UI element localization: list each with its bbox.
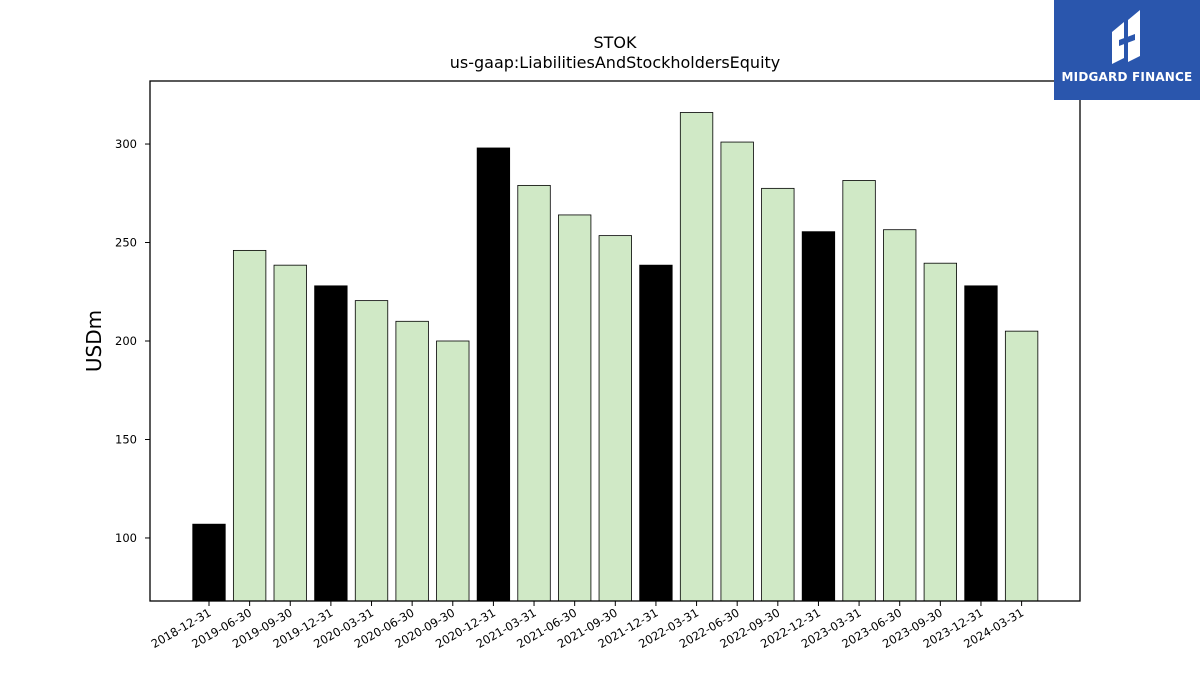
bar-2020-09-30	[436, 340, 470, 602]
y-axis-label: USDm	[82, 310, 106, 372]
bar-2021-09-30	[598, 235, 632, 602]
bar-2020-06-30	[395, 320, 429, 602]
bar-2022-03-31	[679, 112, 714, 602]
x-axis-ticks: 2018-12-312019-06-302019-09-302019-12-31…	[149, 601, 1026, 651]
bar-2023-03-31	[842, 180, 876, 602]
bar-2022-06-30	[720, 141, 754, 602]
bar-2021-06-30	[558, 214, 592, 602]
bar-2021-03-31	[517, 184, 551, 602]
logo-text: MIDGARD FINANCE	[1061, 70, 1193, 84]
bar-2023-12-31	[964, 285, 998, 602]
bar-2019-09-30	[273, 264, 307, 602]
midgard-logo: MIDGARD FINANCE	[1054, 0, 1200, 100]
bar-2023-09-30	[923, 262, 957, 602]
bar-2023-06-30	[883, 229, 917, 602]
chart-title: STOK	[593, 33, 637, 52]
y-axis-ticks: 100 150 200 250 300	[115, 137, 150, 545]
bar-2022-12-31	[801, 231, 836, 602]
bar-2024-03-31	[1004, 330, 1039, 602]
y-tick-label: 150	[115, 432, 137, 446]
bar-2019-12-31	[314, 285, 348, 602]
bar-2022-09-30	[761, 187, 795, 602]
plot-frame	[149, 80, 1081, 602]
bar-2020-12-31	[476, 147, 511, 602]
y-tick-label: 100	[115, 531, 137, 545]
bar-2020-03-31	[354, 300, 389, 602]
y-tick-label: 250	[115, 236, 137, 250]
bars	[192, 112, 1039, 602]
chart-subtitle: us-gaap:LiabilitiesAndStockholdersEquity	[450, 53, 781, 72]
bar-2018-12-31	[192, 523, 226, 602]
y-tick-label: 200	[115, 334, 137, 348]
y-tick-label: 300	[115, 137, 137, 151]
bar-2019-06-30	[232, 249, 267, 602]
midgard-logo-mark-icon	[1112, 10, 1140, 64]
bar-2021-12-31	[639, 264, 673, 602]
